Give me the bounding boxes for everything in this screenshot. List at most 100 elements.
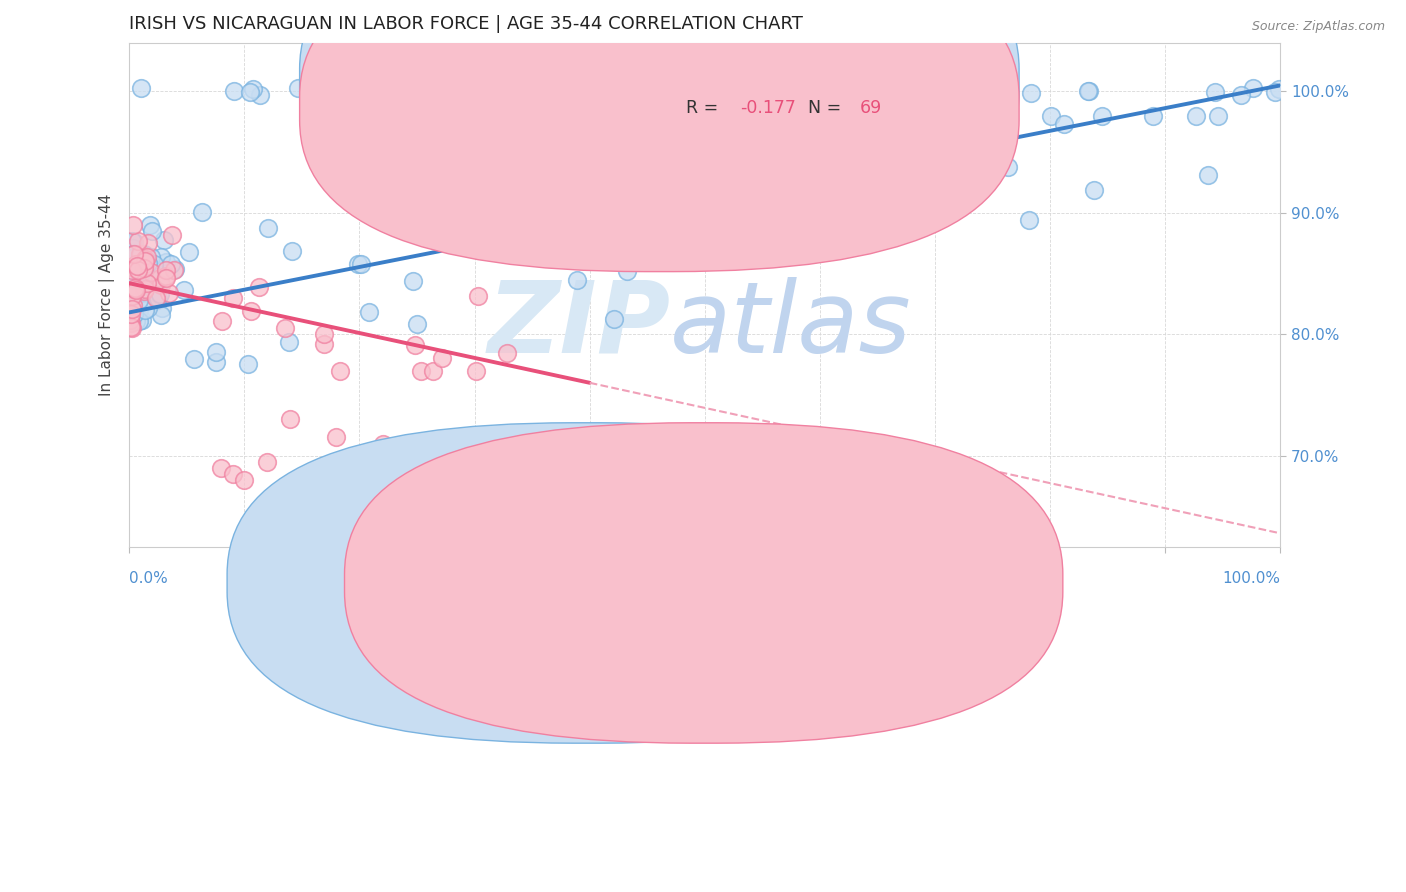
Point: [138, 218, 160, 232]
Point: [222, 467, 245, 481]
Point: [121, 259, 143, 273]
Point: [274, 320, 297, 334]
Point: [512, 211, 534, 226]
Point: [125, 301, 148, 315]
Point: [1019, 86, 1042, 100]
Text: IRISH VS NICARAGUAN IN LABOR FORCE | AGE 35-44 CORRELATION CHART: IRISH VS NICARAGUAN IN LABOR FORCE | AGE…: [129, 15, 803, 33]
Point: [124, 281, 146, 295]
Point: [567, 273, 589, 287]
FancyBboxPatch shape: [627, 63, 956, 128]
Point: [980, 81, 1002, 95]
Point: [134, 247, 156, 261]
Point: [565, 124, 588, 138]
Point: [471, 195, 494, 210]
Point: [440, 436, 463, 450]
Point: [149, 250, 172, 264]
Point: [278, 334, 301, 349]
Point: [124, 262, 146, 277]
Point: [141, 224, 163, 238]
Point: [1039, 109, 1062, 123]
Point: [138, 260, 160, 275]
Point: [456, 195, 478, 210]
Text: Nicaraguans: Nicaraguans: [724, 575, 820, 591]
Point: [1083, 184, 1105, 198]
Text: 69: 69: [860, 99, 883, 118]
Point: [121, 252, 143, 266]
Point: [249, 87, 271, 102]
Point: [287, 81, 309, 95]
Point: [430, 351, 453, 366]
Point: [464, 521, 486, 535]
Point: [405, 317, 427, 331]
Point: [173, 283, 195, 297]
Text: N =: N =: [808, 99, 848, 118]
Point: [132, 257, 155, 271]
Point: [357, 304, 380, 318]
Point: [721, 82, 744, 96]
Point: [134, 252, 156, 266]
Point: [509, 449, 531, 463]
Point: [693, 497, 716, 511]
FancyBboxPatch shape: [228, 423, 945, 743]
Point: [464, 364, 486, 378]
Point: [146, 276, 169, 290]
Point: [128, 302, 150, 317]
Point: [364, 87, 387, 102]
Point: [121, 288, 143, 302]
Point: [149, 278, 172, 293]
Point: [1204, 85, 1226, 99]
Point: [120, 275, 142, 289]
FancyBboxPatch shape: [299, 0, 1019, 244]
Point: [120, 292, 142, 306]
Point: [135, 252, 157, 267]
Point: [256, 455, 278, 469]
Y-axis label: In Labor Force | Age 35-44: In Labor Force | Age 35-44: [100, 194, 115, 396]
Point: [1142, 109, 1164, 123]
Point: [128, 314, 150, 328]
Point: [616, 263, 638, 277]
Point: [121, 263, 143, 277]
Point: [745, 136, 768, 150]
Point: [496, 345, 519, 359]
Point: [183, 352, 205, 367]
Point: [125, 280, 148, 294]
Point: [134, 302, 156, 317]
Point: [1018, 212, 1040, 227]
Point: [127, 234, 149, 248]
Point: [409, 364, 432, 378]
Point: [120, 252, 142, 266]
Point: [121, 269, 143, 284]
Point: [997, 160, 1019, 174]
Point: [312, 337, 335, 351]
Point: [375, 186, 398, 201]
Point: [124, 294, 146, 309]
Point: [281, 244, 304, 258]
Point: [134, 257, 156, 271]
Text: Source: ZipAtlas.com: Source: ZipAtlas.com: [1251, 20, 1385, 33]
Point: [801, 109, 824, 123]
Point: [124, 271, 146, 285]
Point: [125, 314, 148, 328]
Point: [316, 86, 339, 100]
Point: [162, 227, 184, 242]
Point: [124, 282, 146, 296]
Point: [125, 284, 148, 298]
Point: [717, 82, 740, 96]
Point: [205, 355, 228, 369]
Point: [118, 313, 141, 327]
Point: [404, 338, 426, 352]
Point: [121, 301, 143, 316]
Point: [125, 257, 148, 271]
Point: [120, 274, 142, 288]
Point: [550, 83, 572, 97]
Point: [1206, 109, 1229, 123]
Point: [702, 196, 724, 211]
Point: [211, 314, 233, 328]
Point: [131, 313, 153, 327]
Text: 100.0%: 100.0%: [1222, 571, 1281, 586]
Point: [122, 235, 145, 249]
Point: [121, 260, 143, 274]
Point: [1268, 82, 1291, 96]
Point: [139, 250, 162, 264]
Point: [222, 291, 245, 305]
